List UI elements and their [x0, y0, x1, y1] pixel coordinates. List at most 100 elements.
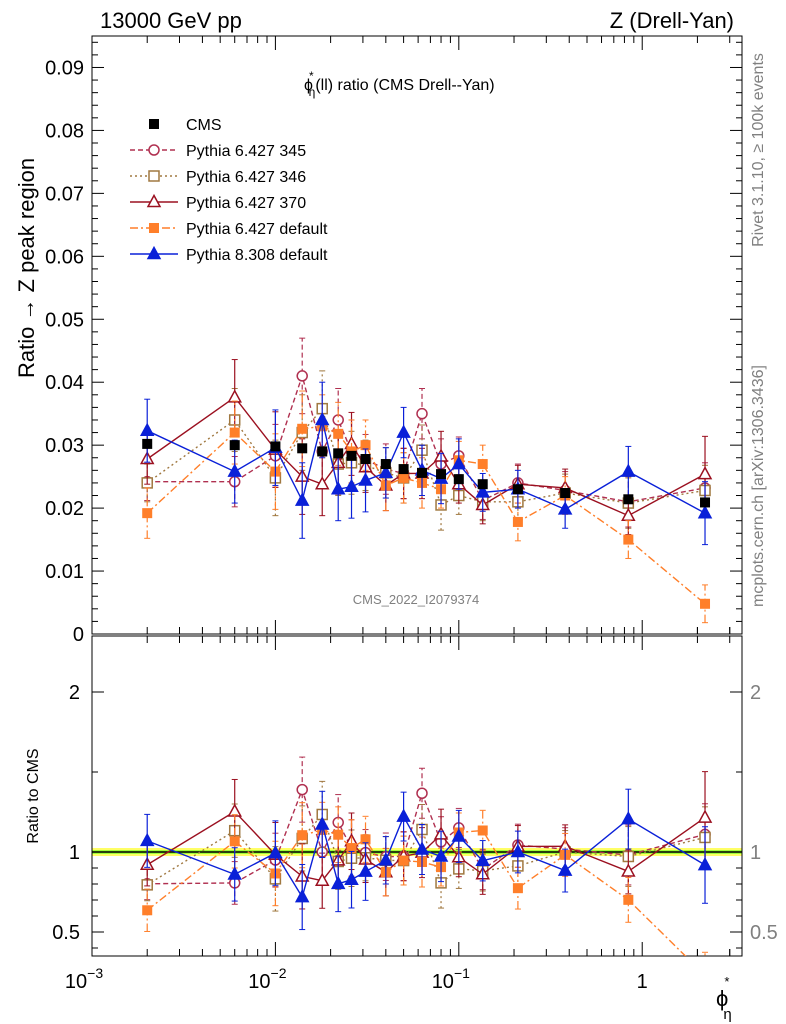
marker-triangle — [433, 848, 449, 862]
header-left: 13000 GeV pp — [100, 8, 242, 33]
y-tick-label: 0.06 — [45, 246, 84, 268]
mcplots-label: mcplots.cern.ch [arXiv:1306.3436] — [750, 365, 767, 607]
legend-entry-0: Pythia 6.427 345 — [130, 143, 306, 160]
title-rest: (ll) ratio (CMS Drell--Yan) — [315, 77, 494, 94]
marker-triangle — [378, 464, 394, 479]
marker-square — [477, 459, 488, 470]
top-y-axis: 0 0.01 0.02 0.03 0.04 0.05 0.06 0.07 0.08 0.09 — [45, 41, 742, 646]
cms-point — [453, 474, 464, 485]
marker-triangle — [475, 484, 490, 498]
x-axis-label: ϕ* η — [716, 974, 732, 1023]
marker-square — [148, 170, 160, 182]
cms-point — [623, 494, 634, 505]
marker-triangle — [139, 422, 155, 436]
marker-triangle — [358, 472, 373, 486]
marker-square — [346, 843, 357, 854]
marker-triangle — [139, 832, 155, 847]
ratio-series-line — [146, 829, 687, 956]
marker-triangle — [697, 809, 713, 823]
marker-triangle — [414, 841, 430, 855]
y-tick-label: 0.07 — [45, 183, 84, 205]
y-tick-label: 0.04 — [45, 372, 84, 394]
marker-triangle — [697, 505, 713, 519]
ratio-tick-label: 2 — [69, 682, 80, 704]
title-eta: η — [309, 85, 316, 99]
marker-triangle — [227, 866, 242, 880]
x-tick-exponent: −2 — [271, 965, 287, 981]
ratio-series-pythia-8-308-default — [139, 788, 713, 931]
marker-triangle — [294, 492, 310, 506]
marker-square — [512, 516, 523, 527]
marker-triangle — [330, 481, 346, 495]
marker-triangle — [344, 871, 359, 886]
marker-square — [398, 855, 409, 866]
x-tick-label: 1 — [637, 971, 648, 993]
cms-point — [560, 487, 571, 498]
marker-square — [623, 534, 634, 545]
ratio-y-axis: 0.5 0.5 1 1 2 2 — [52, 682, 778, 949]
cms-point — [436, 469, 447, 480]
marker-triangle — [146, 193, 162, 208]
x-axis: 10−3 10−2 10−1 1 — [65, 36, 731, 993]
marker-square — [360, 834, 371, 845]
marker-triangle — [314, 476, 330, 490]
marker-square — [477, 825, 488, 836]
marker-triangle — [621, 507, 636, 521]
ratio-series-line — [146, 813, 706, 886]
series-line — [146, 419, 706, 514]
x-tick-label: 10−1 — [432, 965, 470, 993]
ratio-tick-label: 0.5 — [52, 922, 80, 944]
y-tick-label: 0.02 — [45, 498, 84, 520]
marker-circle — [416, 407, 428, 420]
marker-triangle — [451, 455, 467, 470]
header-right: Z (Drell-Yan) — [610, 8, 734, 33]
y-tick-label: 0.01 — [45, 561, 84, 583]
marker-triangle — [557, 862, 573, 876]
series-pythia-6-427-346 — [141, 370, 711, 531]
marker-triangle — [621, 863, 636, 877]
cms-point — [512, 484, 523, 495]
marker-triangle — [330, 875, 346, 890]
x-label-eta: η — [723, 1006, 731, 1023]
cms-point — [700, 497, 711, 508]
marker-square — [229, 836, 240, 847]
ratio-series-line — [147, 787, 706, 885]
y-tick-label: 0.09 — [45, 57, 84, 79]
marker-triangle — [396, 808, 411, 822]
marker-triangle — [358, 863, 373, 877]
x-tick-label: 10−2 — [248, 965, 286, 993]
marker-square — [333, 428, 344, 439]
marker-square — [149, 223, 159, 233]
cms-point — [417, 467, 428, 478]
cms-point — [333, 448, 344, 459]
marker-square — [398, 472, 409, 483]
legend-entry-1: Pythia 6.427 346 — [130, 169, 306, 186]
top-y-label: Ratio → Z peak region — [14, 158, 39, 378]
cms-point — [380, 459, 391, 470]
legend-entry-2: Pythia 6.427 370 — [130, 193, 306, 212]
ratio-y-label: Ratio to CMS — [25, 748, 42, 843]
series-line — [146, 396, 706, 517]
svg-text:ϕ*η(ll) ratio (CMS Drell--Yan): ϕ* η(ll) ratio (CMS Drell--Yan) — [304, 69, 495, 99]
marker-triangle — [314, 872, 330, 886]
cms-point — [229, 440, 240, 451]
y-tick-label: 0.03 — [45, 435, 84, 457]
marker-triangle — [227, 463, 242, 477]
ratio-tick-label-right: 0.5 — [750, 922, 778, 944]
marker-triangle — [378, 852, 394, 866]
cms-point — [270, 441, 281, 452]
ratio-series-line — [146, 810, 706, 882]
marker-circle — [296, 370, 308, 382]
legend-label: CMS — [186, 117, 222, 134]
y-tick-label: 0.08 — [45, 120, 84, 142]
marker-triangle — [697, 466, 713, 480]
series-line — [146, 425, 706, 605]
x-tick-base: 1 — [637, 971, 648, 993]
title-star: * — [309, 69, 314, 83]
top-panel-marks — [139, 337, 713, 624]
marker-square — [700, 970, 710, 980]
marker-triangle — [475, 852, 490, 867]
marker-square — [700, 598, 711, 609]
rivet-version-label: Rivet 3.1.10, ≥ 100k events — [750, 53, 767, 247]
marker-triangle — [621, 463, 636, 477]
